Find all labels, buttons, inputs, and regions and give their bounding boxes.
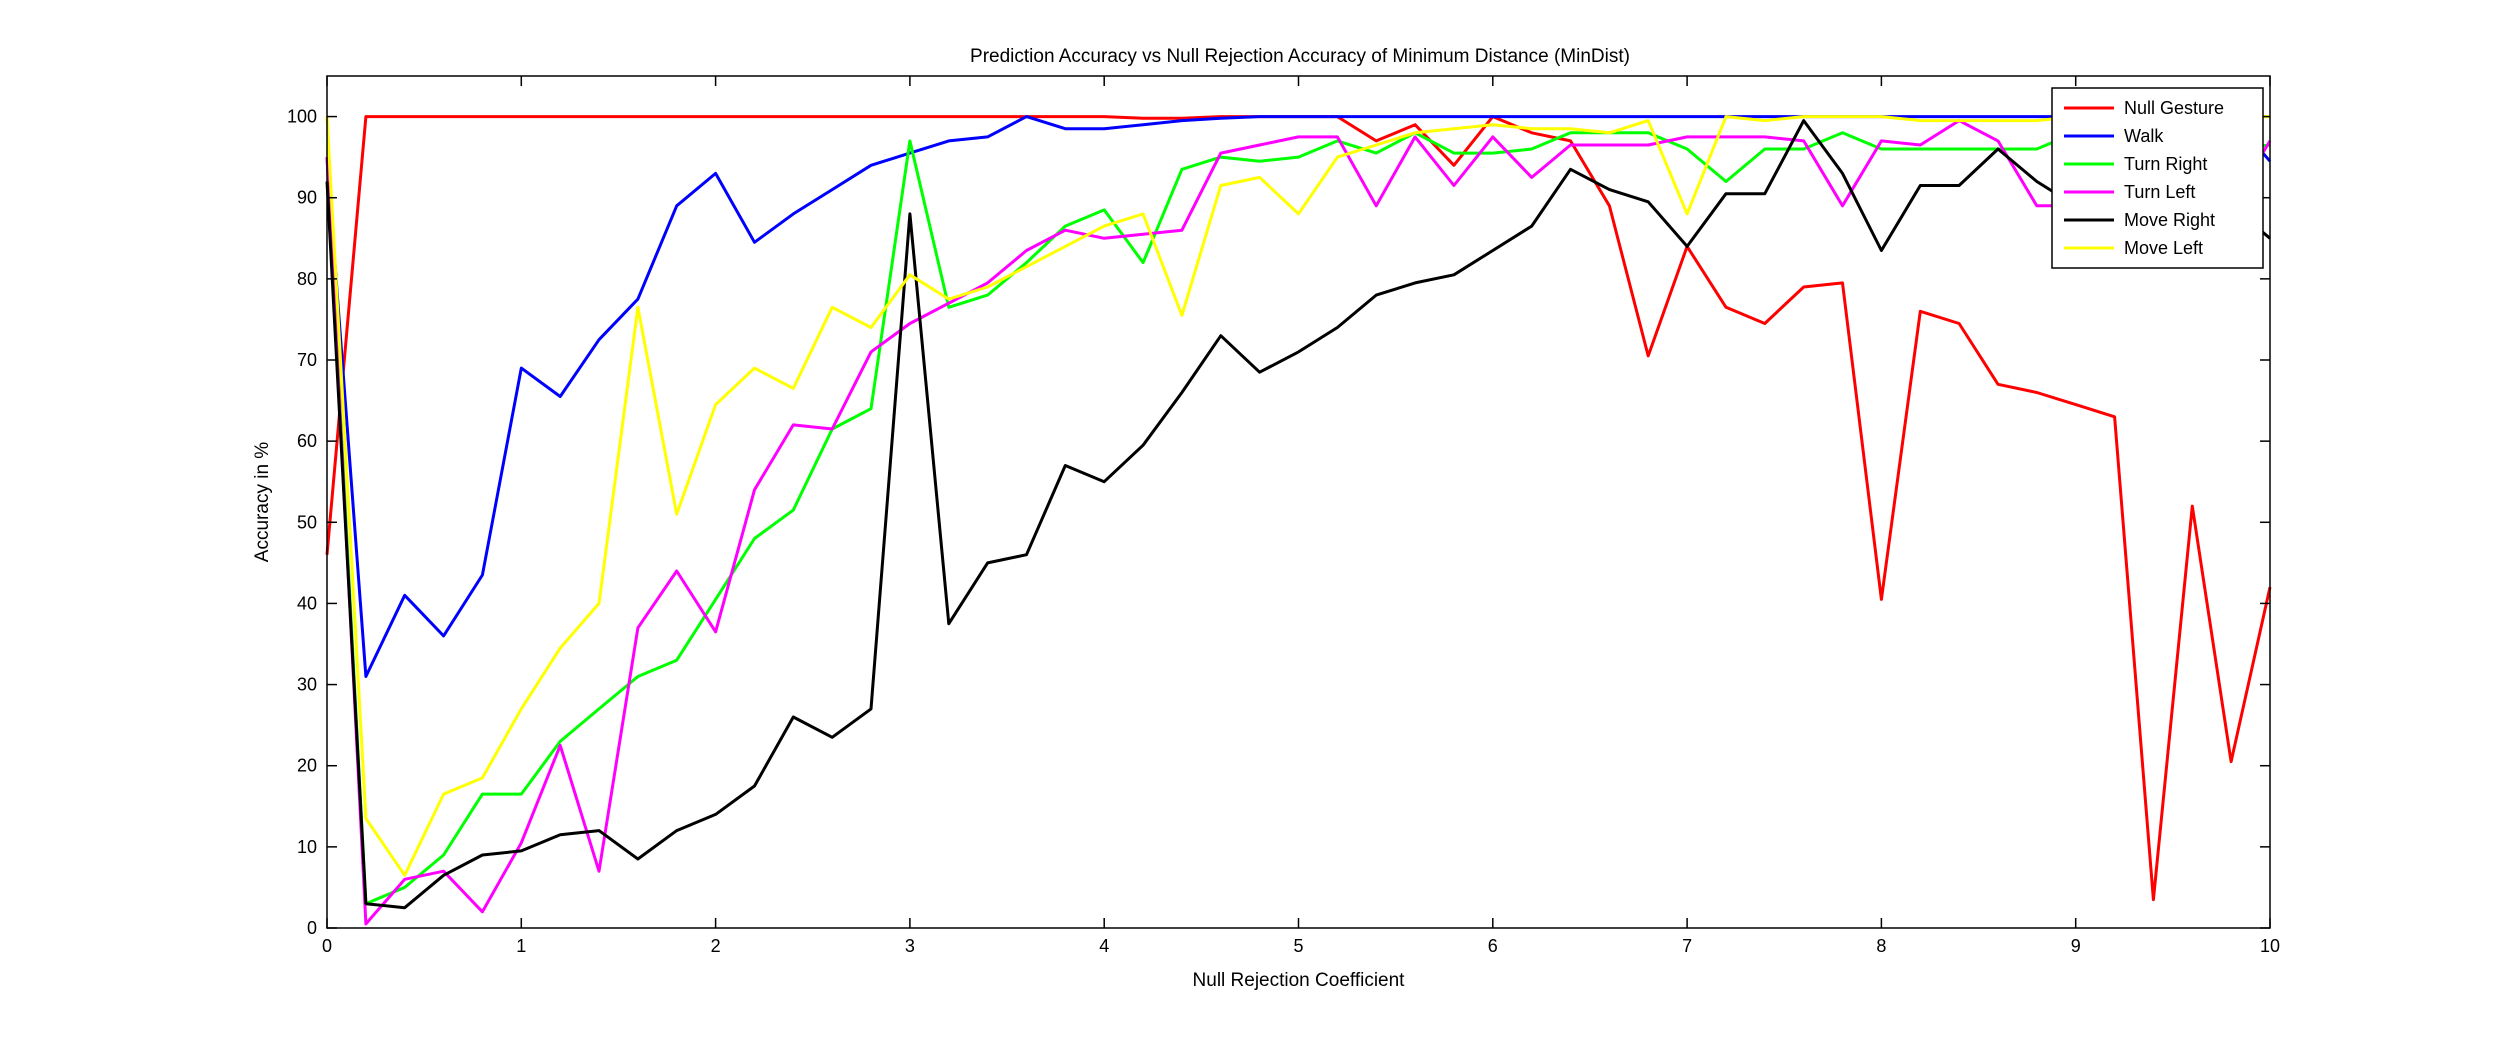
x-tick-label: 4 [1099, 936, 1109, 956]
x-tick-label: 3 [905, 936, 915, 956]
x-tick-label: 5 [1293, 936, 1303, 956]
y-tick-label: 70 [297, 350, 317, 370]
legend: Null Gesture Walk Turn Right Turn Left Move … [2051, 87, 2264, 269]
y-tick-label: 100 [287, 107, 317, 127]
y-tick-label: 0 [307, 918, 317, 938]
x-tick-label: 0 [322, 936, 332, 956]
series-line-1 [325, 115, 2272, 678]
series-line-5 [325, 115, 2270, 877]
y-tick-label: 50 [297, 512, 317, 532]
chart-title: Prediction Accuracy vs Null Rejection Ac… [970, 46, 1630, 67]
legend-label-5: Move Left [2124, 238, 2203, 258]
legend-label-2: Turn Right [2124, 154, 2207, 174]
x-tick-label: 10 [2260, 936, 2280, 956]
legend-label-0: Null Gesture [2124, 98, 2224, 118]
x-tick-label: 7 [1682, 936, 1692, 956]
x-tick-label: 1 [516, 936, 526, 956]
y-axis-label: Accuracy in % [252, 442, 273, 562]
y-tick-label: 40 [297, 593, 317, 613]
y-tick-label: 20 [297, 756, 317, 776]
legend-label-4: Move Right [2124, 210, 2215, 230]
legend-label-1: Walk [2124, 126, 2164, 146]
x-tick-label: 8 [1876, 936, 1886, 956]
x-tick-label: 9 [2071, 936, 2081, 956]
x-tick-label: 6 [1488, 936, 1498, 956]
legend-box [2051, 87, 2264, 269]
legend-label-3: Turn Left [2124, 182, 2195, 202]
series-line-2 [325, 131, 2271, 906]
y-tick-label: 90 [297, 188, 317, 208]
y-tick-label: 10 [297, 837, 317, 857]
y-tick-label: 60 [297, 431, 317, 451]
x-tick-label: 2 [711, 936, 721, 956]
series-line-4 [325, 119, 2271, 910]
x-axis-label: Null Rejection Coefficient [1193, 970, 1406, 991]
series-line-3 [325, 119, 2272, 926]
y-tick-label: 80 [297, 269, 317, 289]
y-tick-label: 30 [297, 675, 317, 695]
